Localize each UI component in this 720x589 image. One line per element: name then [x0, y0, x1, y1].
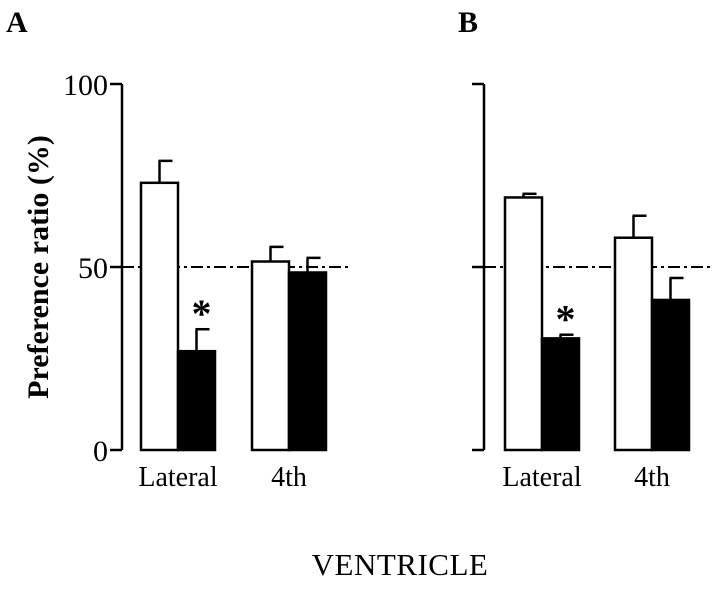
- y-axis-label: Preference ratio (%): [22, 135, 55, 399]
- panel-b: B * Lateral 4th: [458, 6, 714, 493]
- panel-letter: A: [6, 6, 28, 39]
- bar-filled: [540, 337, 581, 452]
- bar-filled: [287, 271, 328, 452]
- significance-marker: *: [556, 297, 576, 342]
- y-tick-label: 100: [63, 69, 108, 102]
- x-axis-label: VENTRICLE: [312, 547, 489, 582]
- bar-open: [250, 260, 291, 452]
- bar-open: [503, 196, 544, 452]
- bar-filled: [176, 349, 217, 452]
- category-label: 4th: [271, 462, 307, 493]
- panel-a: A 0 50 100 * Lateral 4th: [6, 6, 348, 493]
- significance-marker: *: [192, 291, 212, 336]
- bar-filled: [650, 298, 691, 452]
- bar-open: [139, 181, 180, 452]
- category-label: Lateral: [138, 462, 217, 493]
- y-tick-label: 50: [78, 252, 108, 285]
- category-label: 4th: [634, 462, 670, 493]
- y-tick-label: 0: [93, 435, 108, 468]
- panel-letter: B: [458, 6, 478, 39]
- category-label: Lateral: [502, 462, 581, 493]
- bar-open: [613, 236, 654, 452]
